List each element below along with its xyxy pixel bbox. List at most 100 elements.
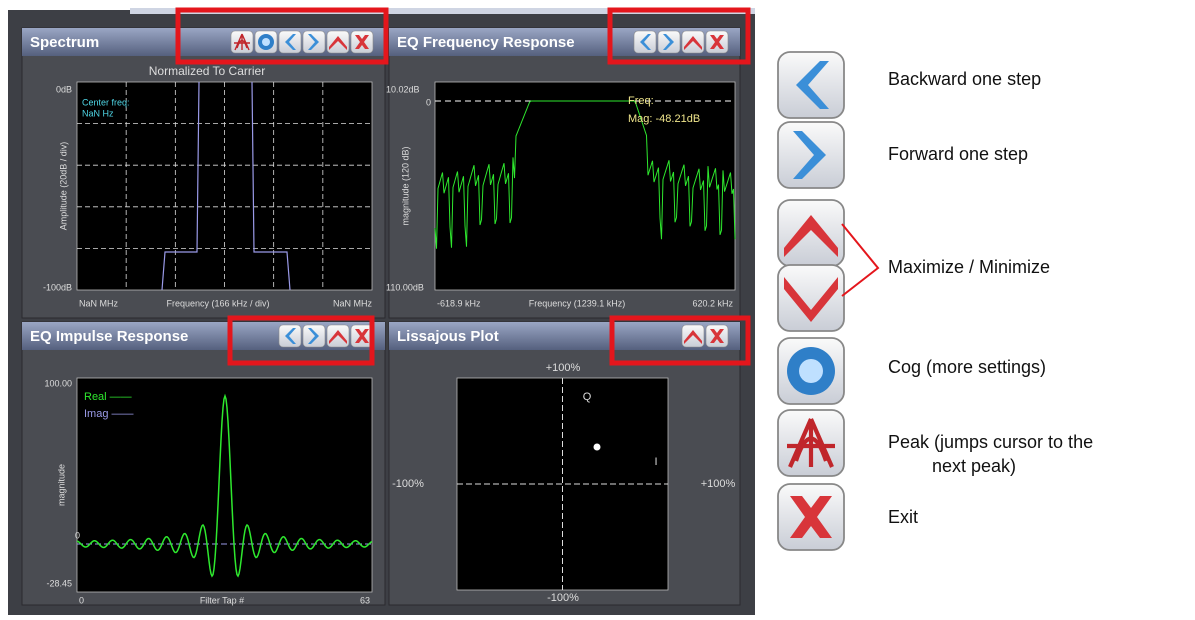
glyph (329, 36, 347, 50)
y-zero: 0 (75, 530, 80, 540)
glyph (285, 34, 296, 50)
panel-header (389, 28, 740, 56)
button-face (302, 30, 326, 54)
annotation: Center freq: (82, 97, 130, 107)
button-face (777, 264, 845, 332)
x-left: -100% (392, 478, 424, 490)
y-bottom: -28.45 (46, 578, 72, 588)
x-right: 620.2 kHz (692, 298, 733, 308)
icon-button[interactable] (777, 337, 845, 405)
glyph (262, 38, 270, 46)
x-right: NaN MHz (333, 298, 373, 308)
x-left: 0 (79, 595, 84, 605)
i-label: I (654, 456, 657, 468)
icon-button[interactable] (777, 51, 845, 119)
glyph (790, 496, 832, 538)
button-face (326, 324, 350, 348)
legend-label: Exit (888, 507, 918, 527)
button-face (278, 324, 302, 348)
trace (76, 393, 373, 578)
button-face (681, 30, 705, 54)
y-bottom: -100% (547, 592, 579, 604)
legend-label: next peak) (932, 456, 1016, 476)
highlight-box (609, 315, 751, 366)
annotation: NaN Hz (82, 108, 114, 118)
y-label: magnitude (120 dB) (400, 146, 410, 225)
annotation: Mag: -48.21dB (628, 113, 700, 125)
glyph (796, 61, 829, 109)
plot-title: Normalized To Carrier (149, 64, 265, 78)
icon-button[interactable] (326, 324, 350, 348)
button-face (777, 51, 845, 119)
y-label: Amplitude (20dB / div) (58, 142, 68, 231)
glyph (355, 35, 369, 49)
button-face (633, 30, 657, 54)
panel-header (389, 322, 740, 350)
legend-label: Forward one step (888, 144, 1028, 164)
x-right: 63 (360, 595, 370, 605)
icon-button[interactable] (705, 30, 729, 54)
glyph (784, 277, 838, 322)
x-right: +100% (701, 478, 736, 490)
glyph (710, 329, 724, 343)
icon-button[interactable] (777, 121, 845, 189)
button-face (326, 30, 350, 54)
icon-button[interactable] (681, 324, 705, 348)
icon-button[interactable] (777, 264, 845, 332)
icon-button[interactable] (350, 30, 374, 54)
icon-button[interactable] (657, 30, 681, 54)
icon-button[interactable] (681, 30, 705, 54)
glyph (308, 34, 319, 50)
icon-button[interactable] (302, 324, 326, 348)
glyph (787, 418, 835, 468)
tab-strip (130, 8, 755, 14)
button-face (681, 324, 705, 348)
glyph (355, 329, 369, 343)
icon-button[interactable] (278, 30, 302, 54)
icon-button[interactable] (350, 324, 374, 348)
button-face (777, 121, 845, 189)
glyph (663, 34, 674, 50)
icon-button[interactable] (230, 30, 254, 54)
x-label: Frequency (166 kHz / div) (166, 298, 269, 308)
glyph (799, 359, 823, 383)
icon-button[interactable] (633, 30, 657, 54)
trace (161, 81, 291, 291)
x-left: NaN MHz (79, 298, 119, 308)
icon-button[interactable] (254, 30, 278, 54)
y-zero: 0 (426, 97, 431, 107)
y-bottom: -100dB (43, 282, 72, 292)
glyph (308, 328, 319, 344)
glyph (684, 36, 702, 50)
x-left: -618.9 kHz (437, 298, 481, 308)
plot-area (434, 81, 736, 291)
icon-button[interactable] (777, 199, 845, 267)
plot-area (76, 377, 373, 593)
highlight-box (227, 315, 375, 366)
icon-button[interactable] (302, 30, 326, 54)
icon-button[interactable] (705, 324, 729, 348)
glyph (710, 35, 724, 49)
highlight-box (175, 7, 389, 65)
glyph (285, 328, 296, 344)
button-face (302, 324, 326, 348)
glyph (784, 215, 838, 257)
glyph (234, 33, 250, 51)
button-face (278, 30, 302, 54)
y-label: magnitude (56, 464, 66, 506)
x-label: Filter Tap # (200, 595, 244, 605)
legend-imag: Imag —— (84, 408, 134, 420)
y-bottom: 110.00dB (386, 282, 424, 292)
panel-title: Lissajous Plot (397, 328, 499, 345)
glyph (793, 131, 826, 179)
glyph (329, 330, 347, 344)
icon-button[interactable] (777, 409, 845, 477)
panel-title: EQ Impulse Response (30, 328, 188, 345)
icon-button[interactable] (777, 483, 845, 551)
y-top: 100.00 (44, 378, 72, 388)
icon-button[interactable] (278, 324, 302, 348)
icon-button[interactable] (326, 30, 350, 54)
panel-title: Spectrum (30, 34, 99, 51)
brace (841, 223, 880, 297)
legend-label: Backward one step (888, 69, 1041, 89)
